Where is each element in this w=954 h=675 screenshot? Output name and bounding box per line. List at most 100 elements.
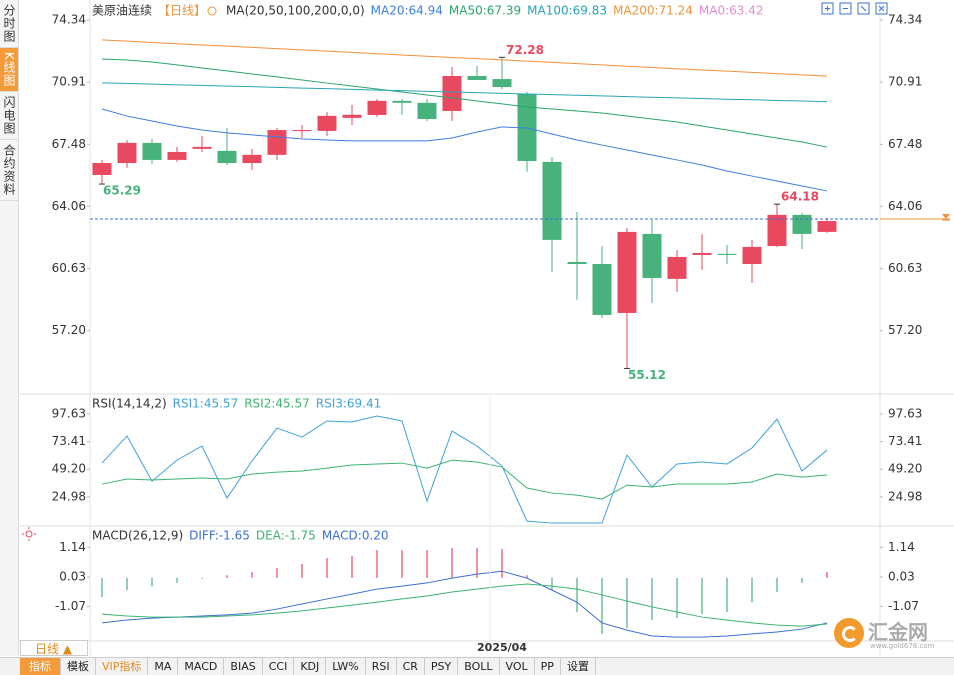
candle-body: [267, 130, 287, 155]
legend-entry: RSI3:69.41: [316, 397, 382, 411]
candle-body: [642, 233, 662, 278]
candle-body: [717, 253, 737, 255]
x-tick-label: 2025/04: [477, 641, 527, 654]
toolbar-item[interactable]: BIAS: [224, 658, 263, 675]
annotation-label: 65.29: [103, 184, 141, 198]
series-line: [101, 583, 828, 627]
legend-entry: MACD:0.20: [322, 529, 389, 543]
y-tick-label: 70.91: [52, 75, 86, 89]
toolbar-item[interactable]: CR: [397, 658, 425, 675]
y-tick-label: 1.14: [59, 540, 86, 554]
y-tick-label: 0.03: [888, 570, 915, 584]
y-tick-label: 73.41: [52, 434, 86, 448]
tab[interactable]: 闪电图: [0, 92, 18, 140]
candle-body: [317, 115, 337, 131]
candle-body: [592, 264, 612, 315]
annotation-label: 64.18: [781, 190, 819, 204]
toolbar-item[interactable]: 设置: [561, 658, 596, 675]
legend-entry: DIFF:-1.65: [189, 529, 250, 543]
toolbar-item[interactable]: KDJ: [294, 658, 327, 675]
toolbar-item[interactable]: MA: [148, 658, 179, 675]
toolbar-item[interactable]: LW%: [326, 658, 366, 675]
candle-body: [767, 214, 787, 247]
y-tick-label: 97.63: [888, 406, 922, 420]
indicator-label: MA(20,50,100,200,0,0): [226, 4, 365, 18]
y-tick-label: 64.06: [888, 199, 922, 213]
candle-body: [142, 142, 162, 160]
toolbar-item[interactable]: 指标: [20, 658, 61, 675]
y-tick-label: 73.41: [888, 434, 922, 448]
y-tick-label: 97.63: [52, 406, 86, 420]
toolbar-item[interactable]: CCI: [263, 658, 295, 675]
sidebar: 分时图 K线图 闪电图 合约资料: [0, 0, 19, 656]
watermark: 汇金网 www.gold678.com: [834, 616, 954, 652]
settings-icon[interactable]: [22, 527, 36, 541]
candle-body: [292, 130, 312, 132]
period-button[interactable]: 日线 ▲: [20, 640, 88, 656]
candle-body: [242, 154, 262, 164]
candle-body: [92, 163, 112, 175]
toolbar-item[interactable]: RSI: [366, 658, 397, 675]
y-tick-label: 49.20: [52, 462, 86, 476]
y-tick-label: 57.20: [888, 323, 922, 337]
toolbar-item[interactable]: VOL: [500, 658, 535, 675]
legend-entry: MA50:67.39: [449, 4, 521, 18]
watermark-name: 汇金网: [868, 620, 928, 644]
annotation-label: 72.28: [506, 43, 544, 57]
candle-body: [692, 252, 712, 255]
legend-entry: RSI2:45.57: [244, 397, 310, 411]
toolbar-item[interactable]: MACD: [178, 658, 225, 675]
candle-body: [342, 114, 362, 118]
y-tick-label: -1.07: [888, 599, 919, 613]
candle-body: [392, 100, 412, 103]
toolbar-item[interactable]: PP: [535, 658, 561, 675]
toolbar-item[interactable]: VIP指标: [96, 658, 149, 675]
legend-entry: DEA:-1.75: [256, 529, 316, 543]
candle-body: [367, 100, 387, 115]
tab[interactable]: K线图: [0, 48, 18, 92]
annotation-label: 55.12: [628, 368, 666, 382]
indicator-label: RSI(14,14,2): [92, 397, 167, 411]
candle-body: [567, 262, 587, 264]
toolbar-item[interactable]: PSY: [425, 658, 459, 675]
chart-title: 美原油连续: [92, 3, 152, 18]
candle-body: [667, 256, 687, 279]
candle-body: [742, 246, 762, 264]
legend-entry: MA20:64.94: [371, 4, 443, 18]
period-label: 【日线】: [158, 4, 206, 18]
series-line: [101, 108, 828, 192]
legend-entry: MA200:71.24: [613, 4, 693, 18]
y-tick-label: 1.14: [888, 540, 915, 554]
candle-body: [467, 75, 487, 80]
y-tick-label: 49.20: [888, 462, 922, 476]
y-tick-label: 67.48: [888, 137, 922, 151]
candle-body: [542, 161, 562, 240]
candle-body: [517, 93, 537, 162]
price-marker: [942, 214, 950, 219]
y-tick-label: -1.07: [55, 599, 86, 613]
candle-body: [417, 102, 437, 119]
candle-body: [217, 150, 237, 164]
legend-entry: RSI1:45.57: [173, 397, 239, 411]
candle-body: [817, 221, 837, 232]
chart: 74.34 74.34 70.91 70.91 67.48 67.48 64.06 64.06…: [18, 0, 954, 656]
y-tick-label: 70.91: [888, 75, 922, 89]
candle-body: [442, 75, 462, 111]
watermark-logo: [834, 618, 864, 648]
toolbar: 指标 模板 VIP指标 MA MACD BIAS CCI KDJ LW% RSI CR PSY BOLL…: [0, 657, 954, 675]
toolbar-item[interactable]: 模板: [61, 658, 96, 675]
add-icon: [207, 6, 217, 16]
candle-body: [167, 151, 187, 160]
series-line: [101, 459, 828, 500]
legend-entry: MA0:63.42: [699, 4, 764, 18]
toolbar-icons[interactable]: [821, 2, 888, 15]
legend-entry: MA100:69.83: [527, 4, 607, 18]
candle-body: [117, 142, 137, 164]
y-tick-label: 74.34: [888, 12, 922, 26]
toolbar-item[interactable]: BOLL: [458, 658, 500, 675]
tab[interactable]: 分时图: [0, 0, 18, 48]
tab[interactable]: 合约资料: [0, 140, 18, 201]
series-line: [101, 82, 828, 103]
y-tick-label: 67.48: [52, 137, 86, 151]
